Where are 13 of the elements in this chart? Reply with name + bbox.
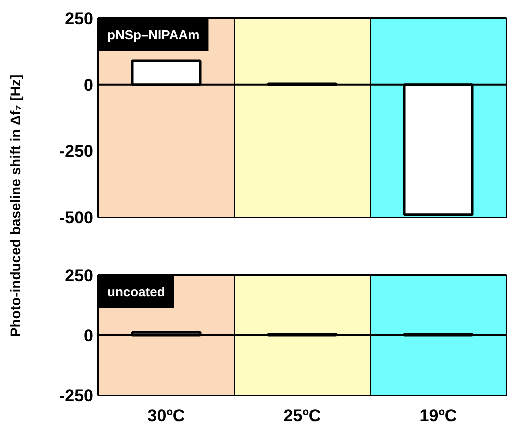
y-tick-label: 0 [84, 76, 94, 95]
x-tick-label: 30ºC [148, 406, 186, 426]
y-axis-title: Photo-induced baseline shift in Δf₇ [Hz] [8, 74, 24, 338]
y-tick-label: -500 [59, 208, 94, 228]
annotation: pNSp–NIPAAm [108, 28, 200, 42]
y-tick-label: 250 [65, 266, 94, 286]
annotation: uncoated [108, 284, 166, 300]
y-tick-label: -250 [59, 386, 94, 406]
y-tick-label: 250 [65, 10, 94, 28]
x-tick-label: 19ºC [420, 406, 458, 426]
y-tick-label: 0 [84, 326, 94, 346]
x-tick-label: 25ºC [284, 406, 322, 426]
y-tick-label: -250 [59, 142, 94, 162]
